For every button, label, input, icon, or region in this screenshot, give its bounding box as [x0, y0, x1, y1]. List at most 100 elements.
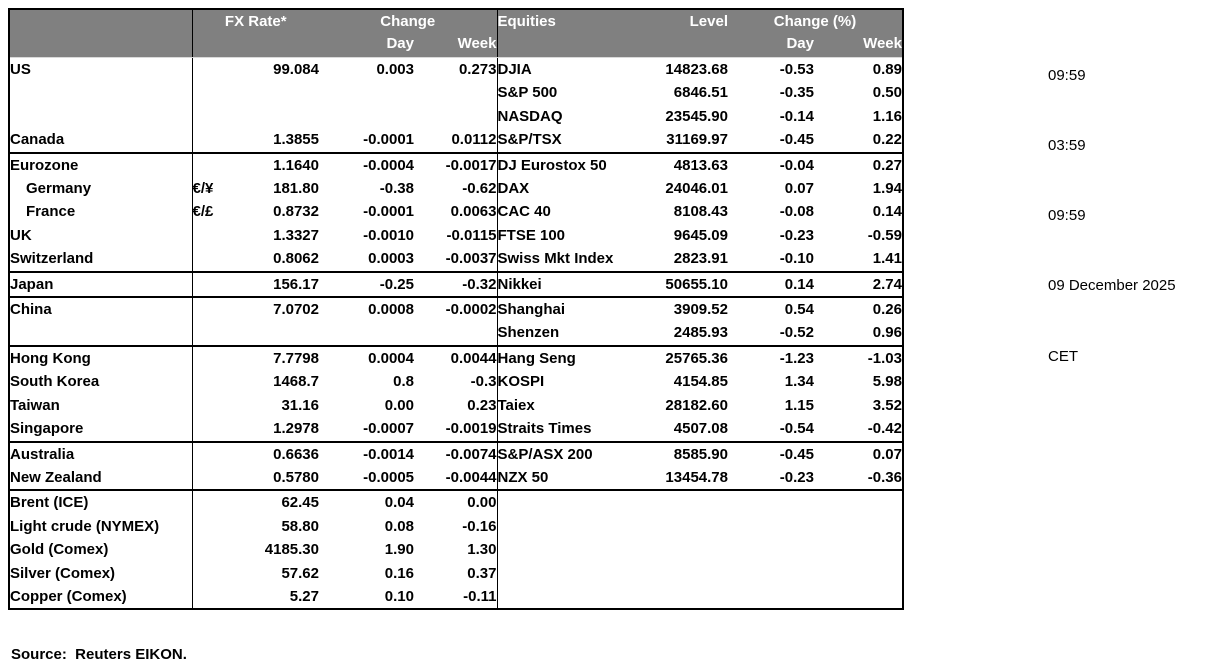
table-row: New Zealand 0.5780 -0.0005 -0.0044 NZX 50 134… [9, 465, 903, 491]
col-header-fx-week: Week [414, 34, 498, 58]
eq-week-cell: 1.16 [872, 107, 902, 125]
eq-week-cell: 0.96 [872, 324, 902, 342]
fx-name-cell: New Zealand [9, 465, 193, 491]
eq-name-cell: Swiss Mkt Index [497, 250, 614, 268]
fx-rate-cell: 1.3327 [273, 226, 319, 244]
fx-name-cell: UK [9, 223, 193, 248]
fx-name-cell: Copper (Comex) [9, 584, 193, 610]
eq-level-cell: 6846.51 [673, 84, 728, 102]
fx-name-cell: South Korea [9, 370, 193, 394]
fx-rate-cell: 0.8732 [273, 203, 319, 221]
table-header: FX Rate* Change Equities Level Change (%… [9, 9, 903, 58]
table-row: Switzerland 0.8062 0.0003 -0.0037 Swiss Mkt … [9, 247, 903, 272]
table-row: Australia 0.6636 -0.0014 -0.0074 S&P/ASX 200… [9, 440, 903, 466]
fx-week-cell: -0.16 [414, 514, 498, 539]
eq-level-cell [643, 489, 728, 515]
timestamp-line: 03:59 [1048, 137, 1086, 155]
fx-week-cell: -0.0037 [414, 247, 498, 272]
eq-day-cell: -0.04 [728, 151, 814, 178]
fx-pair-cell [192, 105, 229, 128]
fx-pair-cell [192, 128, 229, 152]
eq-day-cell: 1.34 [784, 373, 814, 391]
eq-name-cell: Hang Seng [497, 344, 643, 371]
eq-week-cell [814, 562, 903, 585]
eq-week-cell: 2.74 [814, 270, 903, 298]
eq-day-cell: 1.15 [784, 396, 814, 414]
eq-name-cell: Nikkei [497, 270, 643, 298]
eq-week-cell: 0.26 [814, 296, 903, 322]
eq-day-cell: -0.52 [779, 324, 814, 342]
fx-pair-cell [192, 58, 229, 82]
eq-level-cell [643, 515, 728, 538]
fx-week-cell: 0.23 [414, 393, 498, 418]
eq-level-cell: 4813.63 [643, 151, 728, 178]
fx-rate-cell [229, 105, 319, 128]
fx-pair-cell [192, 562, 229, 585]
fx-week-cell: 0.00 [414, 489, 498, 515]
eq-name-cell: S&P/ASX 200 [497, 440, 643, 466]
fx-pair-cell [192, 515, 229, 538]
eq-day-cell [728, 489, 814, 515]
table-row: Brent (ICE) 62.45 0.04 0.00 [9, 489, 903, 515]
fx-week-cell: 0.273 [414, 57, 498, 82]
fx-name-cell: Light crude (NYMEX) [9, 514, 193, 539]
eq-level-cell: 8108.43 [673, 203, 728, 221]
fx-pair-cell [192, 224, 229, 247]
fx-rate-cell: 0.5780 [273, 468, 319, 486]
fx-rate-cell: 0.8062 [273, 250, 319, 268]
header-row-1: FX Rate* Change Equities Level Change (%… [9, 9, 903, 34]
fx-rate-cell: 58.80 [281, 517, 319, 535]
eq-day-cell: -1.23 [728, 344, 814, 371]
eq-week-cell: 0.14 [872, 203, 902, 221]
table-row: Gold (Comex) 4185.30 1.90 1.30 [9, 538, 903, 562]
table-row: Japan 156.17 -0.25 -0.32 Nikkei 50655.10 0.14 2… [9, 270, 903, 298]
fx-pair-cell [192, 440, 229, 466]
table-row: US 99.084 0.003 0.273 DJIA 14823.68 -0.53 0.89 [9, 57, 903, 82]
col-header-eq-day: Day [728, 34, 814, 58]
blank-header-cell [192, 34, 319, 58]
fx-rate-cell: 1.3855 [273, 131, 319, 149]
fx-name-cell: Japan [9, 270, 193, 298]
eq-name-cell: Shenzen [497, 324, 560, 342]
eq-day-cell: 0.54 [728, 296, 814, 322]
fx-pair-cell [192, 270, 229, 298]
table-row: Hong Kong 7.7798 0.0004 0.0044 Hang Seng 2576… [9, 344, 903, 371]
fx-rate-cell: 99.084 [273, 61, 319, 78]
fx-pair-cell [192, 370, 229, 393]
fx-name-cell: Silver (Comex) [9, 561, 193, 585]
eq-level-cell: 4154.85 [673, 373, 728, 391]
eq-name-cell: S&P 500 [497, 84, 558, 102]
fx-week-cell: -0.62 [414, 177, 498, 201]
fx-rate-cell: 7.0702 [229, 296, 319, 322]
col-header-change-pct: Change (%) [728, 9, 903, 34]
fx-pair-cell [192, 344, 229, 371]
col-header-level: Level [643, 9, 728, 34]
fx-pair-cell [192, 538, 229, 561]
table-row: Light crude (NYMEX) 58.80 0.08 -0.16 [9, 514, 903, 539]
eq-name-cell: DJ Eurostox 50 [497, 151, 643, 178]
fx-week-cell: -0.11 [414, 584, 498, 610]
table-row: Shenzen 2485.93 -0.52 0.96 [9, 321, 903, 346]
eq-week-cell [814, 585, 903, 609]
fx-rate-cell: 156.17 [229, 270, 319, 298]
fx-day-cell [319, 81, 414, 104]
eq-week-cell: 3.52 [872, 396, 902, 414]
fx-rate-cell [229, 81, 319, 104]
eq-day-cell: 0.07 [784, 180, 814, 198]
eq-level-cell: 4507.08 [673, 420, 728, 438]
eq-day-cell: -0.45 [728, 440, 814, 466]
fx-week-cell: -0.32 [414, 270, 498, 298]
eq-name-cell: S&P/TSX [497, 131, 562, 149]
fx-name-cell: Switzerland [9, 247, 193, 272]
eq-name-cell [497, 538, 643, 561]
eq-level-cell: 50655.10 [643, 270, 728, 298]
eq-day-cell [728, 538, 814, 561]
table-row: China 7.0702 0.0008 -0.0002 Shanghai 3909.52 0… [9, 296, 903, 322]
eq-day-cell: -0.35 [779, 84, 814, 102]
timestamp-line: 09:59 [1048, 66, 1086, 84]
eq-week-cell: 1.41 [872, 250, 902, 268]
eq-level-cell: 9645.09 [673, 226, 728, 244]
eq-name-cell [497, 562, 643, 585]
eq-name-cell: KOSPI [497, 373, 545, 391]
